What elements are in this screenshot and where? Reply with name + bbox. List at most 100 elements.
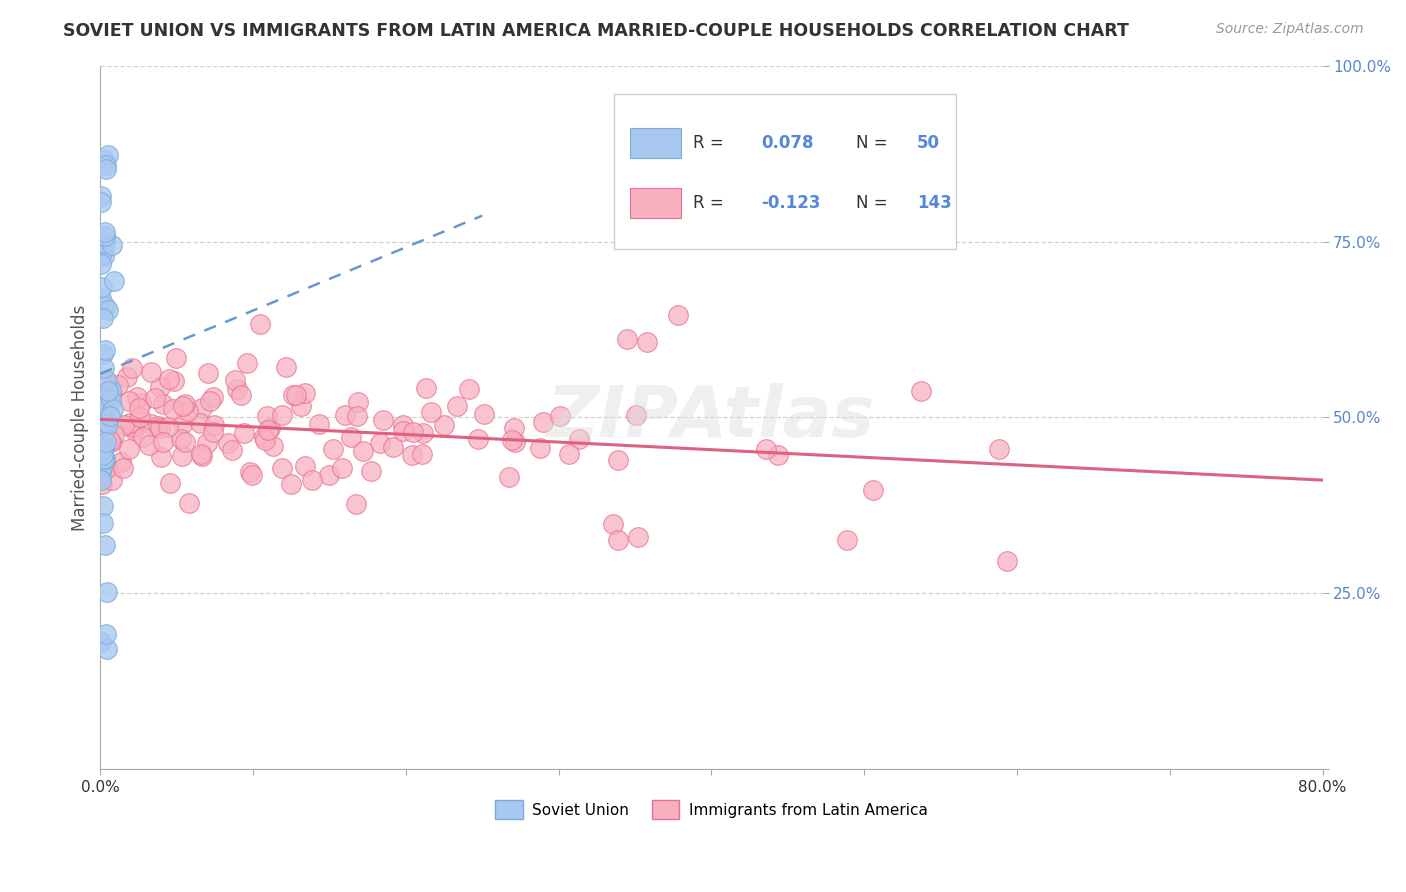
Text: R =: R =	[693, 194, 730, 211]
Point	[910, 384, 932, 398]
Point	[93, 225, 115, 239]
Point	[98, 434, 121, 448]
Text: SOVIET UNION VS IMMIGRANTS FROM LATIN AMERICA MARRIED-COUPLE HOUSEHOLDS CORRELAT: SOVIET UNION VS IMMIGRANTS FROM LATIN AM…	[63, 22, 1129, 40]
Point	[174, 435, 197, 450]
Point	[529, 442, 551, 456]
Point	[498, 470, 520, 484]
Point	[271, 408, 294, 422]
Point	[139, 417, 162, 432]
Point	[94, 435, 117, 450]
Point	[91, 448, 114, 462]
Point	[381, 440, 404, 454]
Point	[94, 460, 117, 475]
Point	[96, 585, 118, 599]
Point	[90, 280, 112, 294]
Point	[202, 418, 225, 433]
Point	[176, 403, 198, 417]
Point	[172, 416, 194, 430]
Point	[94, 161, 117, 176]
Point	[290, 399, 312, 413]
Point	[402, 425, 425, 439]
Point	[90, 189, 112, 203]
Point	[129, 395, 152, 409]
Point	[101, 402, 124, 417]
Point	[201, 425, 224, 439]
Point	[412, 425, 434, 440]
Point	[200, 394, 222, 409]
Point	[121, 360, 143, 375]
Point	[93, 452, 115, 467]
Point	[420, 405, 443, 419]
Point	[253, 430, 276, 444]
Point	[165, 351, 187, 366]
Point	[100, 392, 122, 407]
Point	[90, 466, 112, 480]
Point	[197, 367, 219, 381]
Point	[96, 418, 118, 433]
Point	[94, 538, 117, 552]
Text: N =: N =	[856, 134, 893, 152]
Point	[96, 461, 118, 475]
Point	[90, 247, 112, 261]
Point	[97, 417, 120, 432]
Point	[360, 464, 382, 478]
Text: -0.123: -0.123	[762, 194, 821, 211]
Point	[101, 473, 124, 487]
Point	[607, 452, 630, 467]
Point	[96, 642, 118, 657]
Point	[188, 416, 211, 430]
Point	[94, 409, 117, 423]
Point	[115, 370, 138, 384]
Point	[472, 407, 495, 421]
Point	[271, 461, 294, 475]
Point	[148, 419, 170, 434]
Point	[232, 425, 254, 440]
Y-axis label: Married-couple Households: Married-couple Households	[72, 304, 89, 531]
Point	[94, 229, 117, 244]
Point	[368, 436, 391, 450]
Point	[501, 433, 523, 447]
Point	[177, 495, 200, 509]
Point	[128, 410, 150, 425]
Point	[93, 249, 115, 263]
Point	[446, 399, 468, 413]
Point	[152, 434, 174, 449]
Point	[862, 483, 884, 498]
Point	[90, 473, 112, 487]
Point	[156, 419, 179, 434]
Point	[503, 421, 526, 435]
Point	[90, 195, 112, 210]
Point	[91, 477, 114, 491]
Point	[415, 380, 437, 394]
Point	[531, 416, 554, 430]
Point	[94, 415, 117, 429]
Point	[91, 516, 114, 530]
Point	[172, 450, 194, 464]
FancyBboxPatch shape	[613, 94, 956, 249]
Point	[318, 468, 340, 483]
Point	[143, 391, 166, 405]
Point	[568, 432, 591, 446]
Text: 143: 143	[917, 194, 952, 211]
Text: Source: ZipAtlas.com: Source: ZipAtlas.com	[1216, 22, 1364, 37]
Point	[274, 359, 297, 374]
Point	[225, 383, 247, 397]
Point	[401, 448, 423, 462]
Point	[97, 386, 120, 401]
Point	[91, 419, 114, 434]
Point	[118, 394, 141, 409]
Point	[93, 398, 115, 412]
Point	[217, 436, 239, 450]
Point	[224, 373, 246, 387]
Point	[138, 438, 160, 452]
Point	[96, 158, 118, 172]
Point	[191, 401, 214, 416]
Point	[294, 385, 316, 400]
Point	[93, 429, 115, 443]
Point	[97, 375, 120, 389]
Point	[125, 390, 148, 404]
Point	[90, 238, 112, 252]
Point	[98, 409, 121, 424]
Point	[111, 461, 134, 475]
Point	[112, 418, 135, 433]
